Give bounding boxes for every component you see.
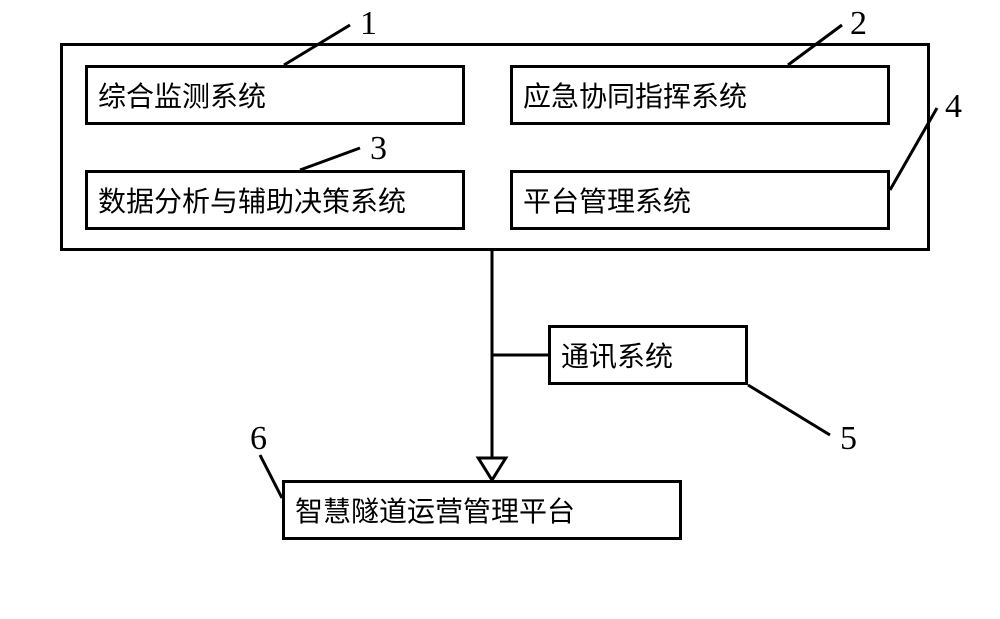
analysis-system-label: 数据分析与辅助决策系统 bbox=[98, 180, 406, 220]
comm-system-box: 通讯系统 bbox=[548, 325, 748, 385]
tunnel-platform-box: 智慧隧道运营管理平台 bbox=[282, 480, 682, 540]
callout-2: 2 bbox=[850, 5, 867, 43]
monitoring-system-box: 综合监测系统 bbox=[85, 65, 465, 125]
emergency-system-label: 应急协同指挥系统 bbox=[523, 75, 747, 115]
diagram-canvas: 综合监测系统 应急协同指挥系统 数据分析与辅助决策系统 平台管理系统 通讯系统 … bbox=[0, 0, 1000, 619]
main-connector bbox=[478, 251, 548, 480]
callout-6: 6 bbox=[250, 420, 267, 458]
analysis-system-box: 数据分析与辅助决策系统 bbox=[85, 170, 465, 230]
monitoring-system-label: 综合监测系统 bbox=[98, 75, 266, 115]
callout-1: 1 bbox=[360, 5, 377, 43]
tunnel-platform-label: 智慧隧道运营管理平台 bbox=[295, 490, 575, 530]
callout-4: 4 bbox=[945, 88, 962, 126]
platform-mgmt-system-box: 平台管理系统 bbox=[510, 170, 890, 230]
callout-5: 5 bbox=[840, 420, 857, 458]
emergency-system-box: 应急协同指挥系统 bbox=[510, 65, 890, 125]
callout-3: 3 bbox=[370, 130, 387, 168]
comm-system-label: 通讯系统 bbox=[561, 335, 673, 375]
platform-mgmt-system-label: 平台管理系统 bbox=[523, 180, 691, 220]
